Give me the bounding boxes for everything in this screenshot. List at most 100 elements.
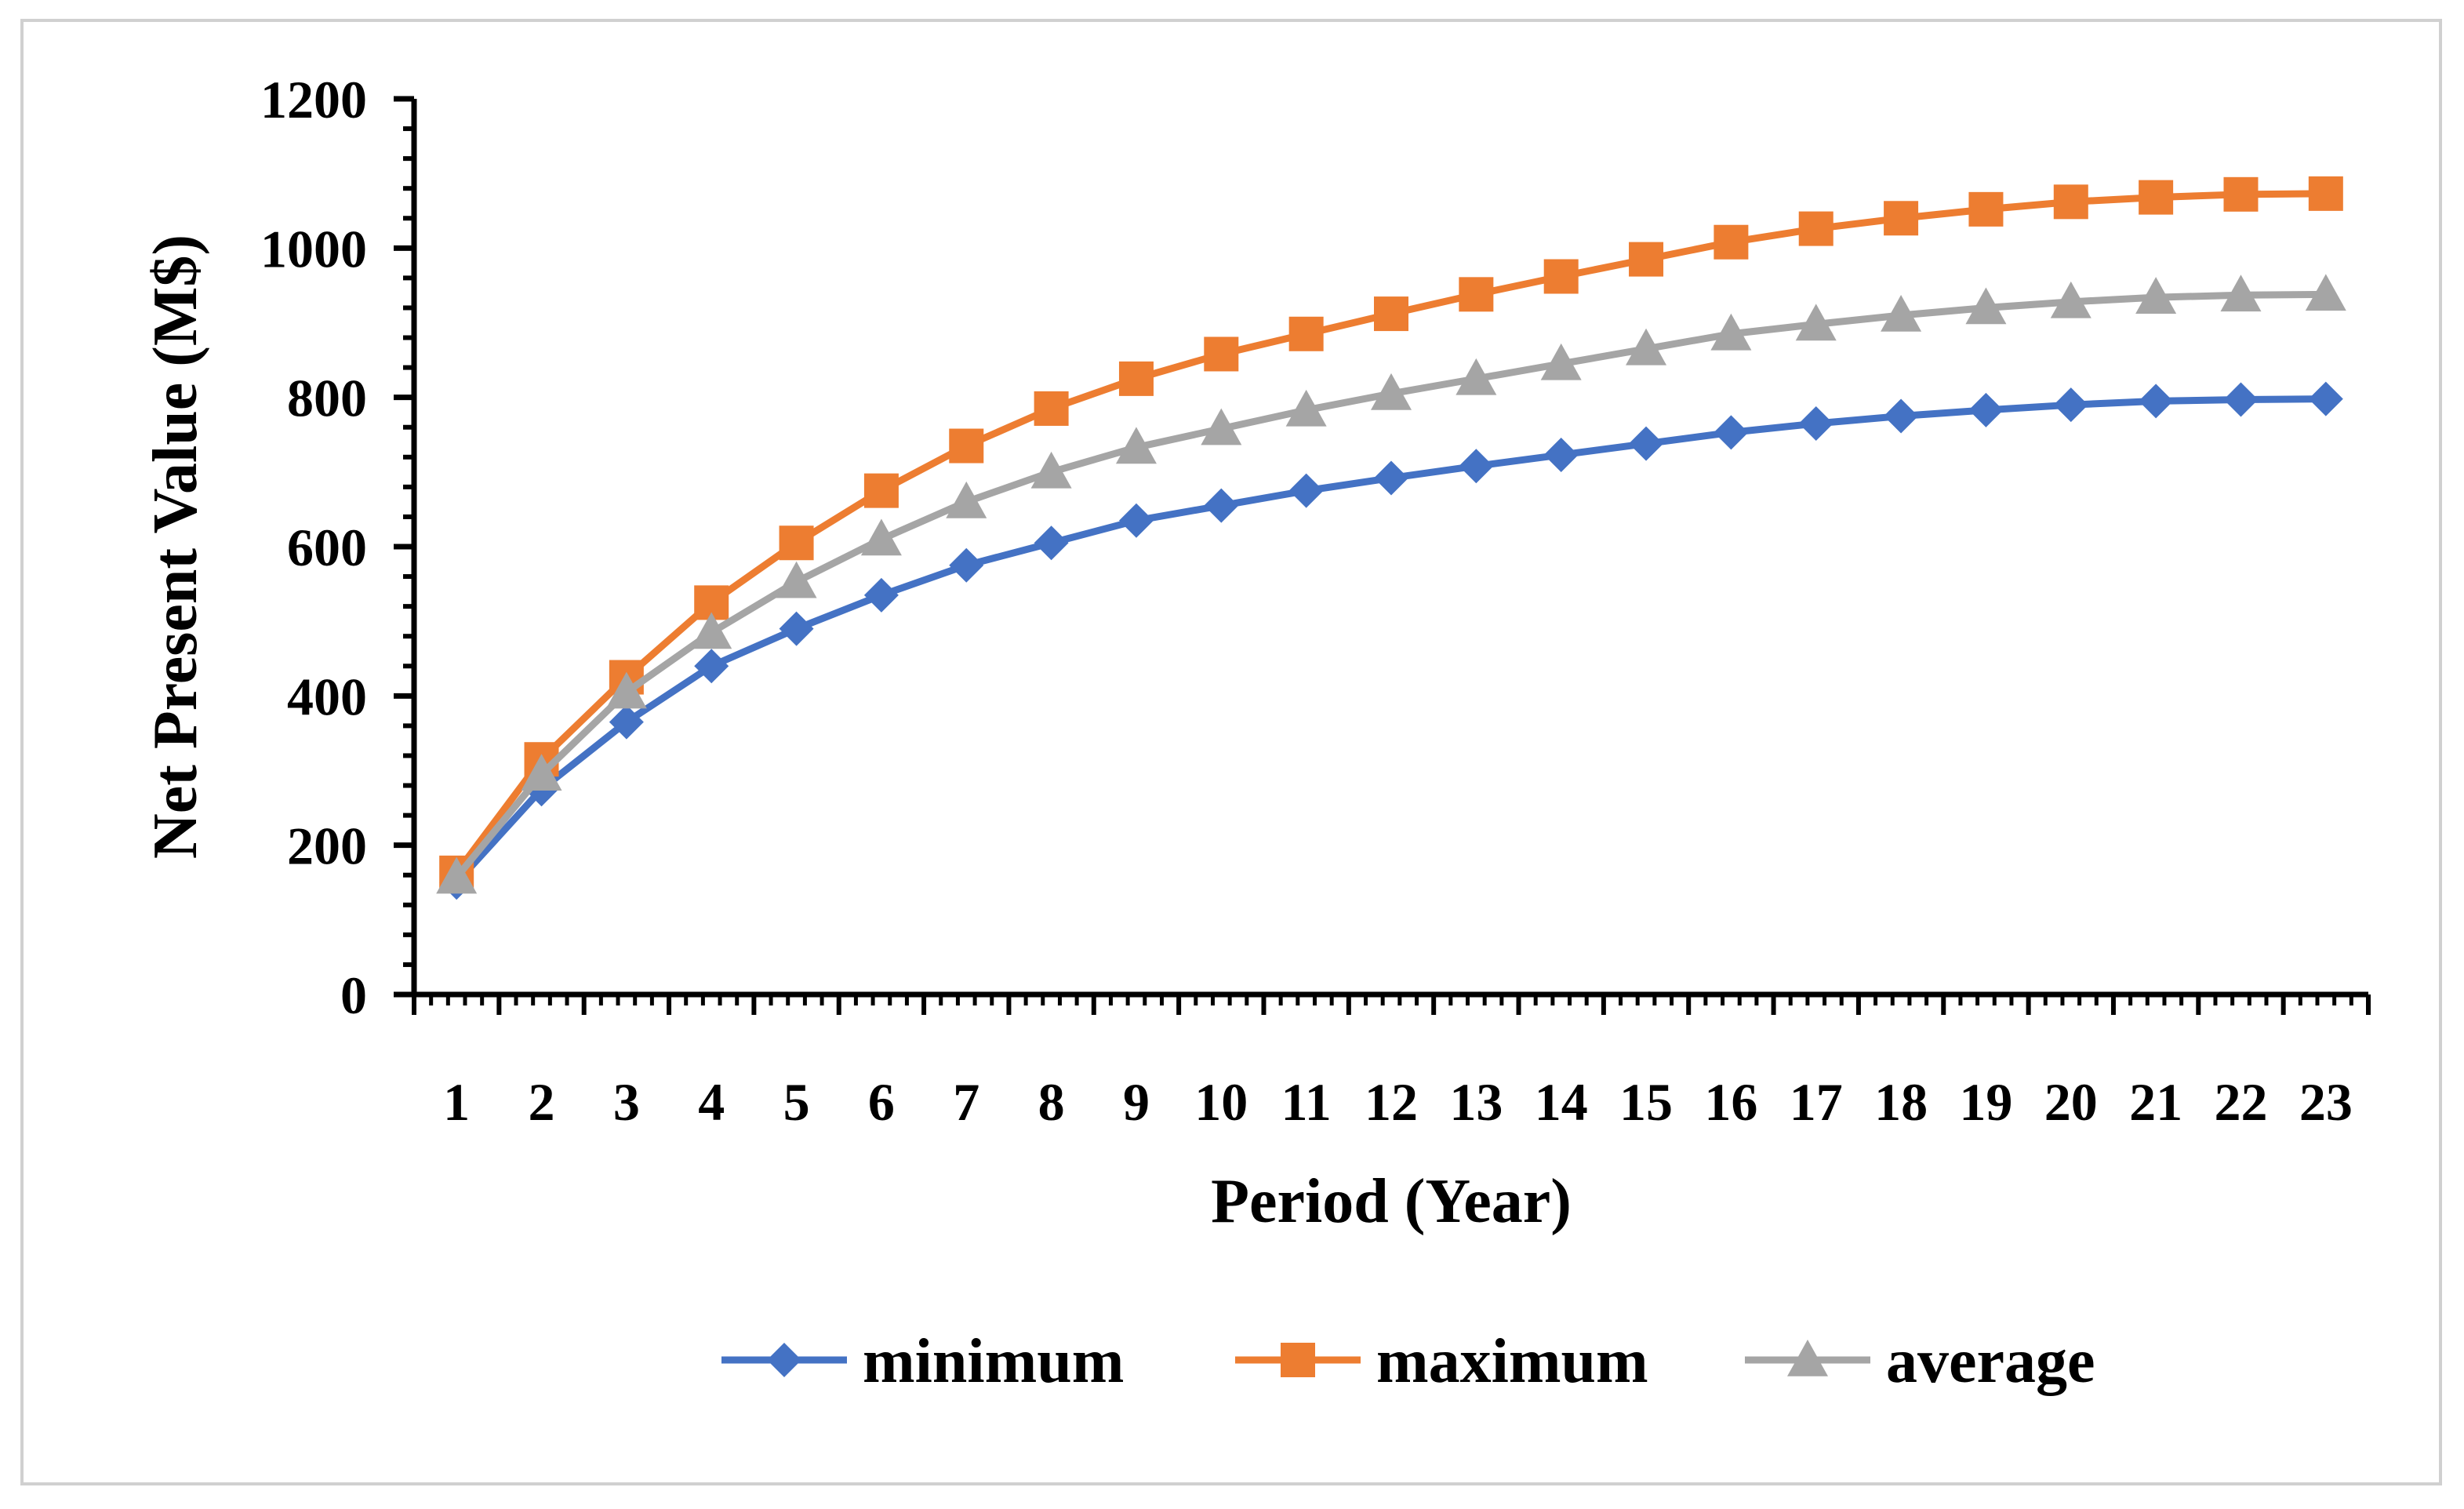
data-point-maximum	[2223, 176, 2259, 212]
x-tick-label: 11	[1281, 1072, 1332, 1132]
data-point-average	[1456, 358, 1497, 395]
y-tick-label: 0	[340, 965, 367, 1025]
data-point-average	[1201, 408, 1242, 445]
x-tick-label: 15	[1619, 1072, 1673, 1132]
data-point-minimum	[949, 547, 984, 583]
series-maximum	[439, 176, 2343, 890]
x-tick-label: 4	[698, 1072, 725, 1132]
legend-swatch-marker	[1281, 1343, 1315, 1377]
y-tick-label: 400	[287, 667, 367, 726]
data-point-maximum	[1459, 277, 1494, 312]
y-tick-label: 200	[287, 816, 367, 876]
data-point-minimum	[694, 649, 729, 684]
data-point-average	[1965, 287, 2007, 325]
data-point-minimum	[1968, 392, 2004, 427]
legend: minimum maximum average	[721, 1327, 2095, 1396]
data-point-maximum	[1543, 259, 1579, 294]
data-point-average	[1540, 343, 1582, 380]
data-point-maximum	[1798, 211, 1833, 246]
data-point-minimum	[2308, 381, 2343, 416]
data-point-minimum	[1374, 460, 1408, 496]
data-point-average	[1795, 304, 1837, 341]
legend-label: average	[1886, 1327, 2095, 1396]
data-point-average	[605, 671, 647, 709]
y-tick-label: 800	[287, 369, 367, 428]
x-tick-label: 7	[953, 1072, 979, 1132]
data-point-minimum	[1459, 449, 1494, 484]
data-point-maximum	[1288, 316, 1324, 351]
y-tick-label: 1200	[260, 70, 367, 129]
x-tick-label: 22	[2214, 1072, 2267, 1132]
data-point-maximum	[1629, 242, 1664, 277]
data-point-average	[1881, 294, 1922, 332]
data-point-minimum	[2139, 384, 2174, 419]
x-tick-label: 17	[1790, 1072, 1843, 1132]
data-point-maximum	[1034, 391, 1069, 426]
data-point-maximum	[2139, 180, 2174, 215]
data-point-minimum	[2053, 387, 2088, 423]
data-point-average	[1285, 389, 1327, 427]
x-tick-label: 21	[2129, 1072, 2182, 1132]
data-point-maximum	[949, 428, 984, 464]
data-point-minimum	[2223, 382, 2259, 417]
x-tick-label: 14	[1535, 1072, 1588, 1132]
data-point-maximum	[1204, 336, 1239, 372]
x-tick-label: 9	[1123, 1072, 1150, 1132]
data-point-average	[691, 612, 732, 649]
data-point-average	[776, 561, 817, 598]
chart-frame: 0 200 400 600 800 1000 1200 1 2 3 4 5 6 7 8 9 10 11 12 13 14…	[20, 19, 2442, 1485]
legend-item-minimum: minimum	[721, 1327, 1124, 1396]
data-point-minimum	[1288, 473, 1324, 508]
data-point-average	[946, 481, 987, 518]
x-tick-label: 3	[613, 1072, 640, 1132]
data-point-average	[2135, 277, 2177, 314]
x-tick-label: 13	[1449, 1072, 1503, 1132]
data-point-minimum	[1629, 426, 1664, 461]
x-tick-label: 1	[443, 1072, 470, 1132]
legend-label: minimum	[863, 1327, 1124, 1396]
x-tick-label: 10	[1194, 1072, 1248, 1132]
x-tick-label: 20	[2044, 1072, 2098, 1132]
x-tick-label: 18	[1874, 1072, 1928, 1132]
x-tick-label: 23	[2299, 1072, 2353, 1132]
y-tick-label: 1000	[260, 219, 367, 278]
data-point-maximum	[779, 525, 814, 561]
legend-swatch-marker	[1787, 1340, 1828, 1376]
data-point-average	[1030, 451, 1072, 489]
data-point-average	[860, 518, 902, 556]
data-point-average	[1626, 328, 1667, 365]
data-point-maximum	[1714, 224, 1749, 260]
data-point-average	[521, 754, 562, 791]
data-point-minimum	[1884, 398, 1919, 434]
y-tick-label: 600	[287, 518, 367, 577]
data-point-maximum	[1968, 191, 2004, 227]
x-tick-label: 2	[529, 1072, 555, 1132]
data-point-maximum	[2308, 176, 2343, 211]
data-point-minimum	[1118, 503, 1154, 538]
data-point-minimum	[609, 704, 644, 740]
data-point-maximum	[1374, 296, 1408, 332]
data-point-average	[2050, 281, 2091, 318]
data-point-average	[1115, 427, 1157, 464]
data-point-average	[1710, 313, 1752, 351]
x-tick-label: 8	[1038, 1072, 1065, 1132]
data-point-minimum	[779, 611, 814, 646]
x-tick-label: 19	[1959, 1072, 2012, 1132]
x-tick-label: 12	[1365, 1072, 1418, 1132]
x-tick-label: 5	[783, 1072, 810, 1132]
x-tick-label: 16	[1704, 1072, 1757, 1132]
data-point-maximum	[1884, 201, 1919, 236]
data-point-average	[1371, 373, 1412, 410]
labels: Period (Year) Net Present Value (M$)	[141, 235, 1572, 1236]
series-layer	[436, 176, 2346, 900]
data-point-minimum	[1204, 488, 1239, 523]
x-axis-title: Period (Year)	[1211, 1167, 1572, 1236]
series-average	[436, 274, 2346, 894]
legend-swatch-marker	[767, 1343, 801, 1377]
data-point-maximum	[1118, 361, 1154, 396]
data-point-maximum	[863, 473, 899, 508]
y-axis-title: Net Present Value (M$)	[141, 235, 210, 859]
data-point-minimum	[1543, 437, 1579, 472]
